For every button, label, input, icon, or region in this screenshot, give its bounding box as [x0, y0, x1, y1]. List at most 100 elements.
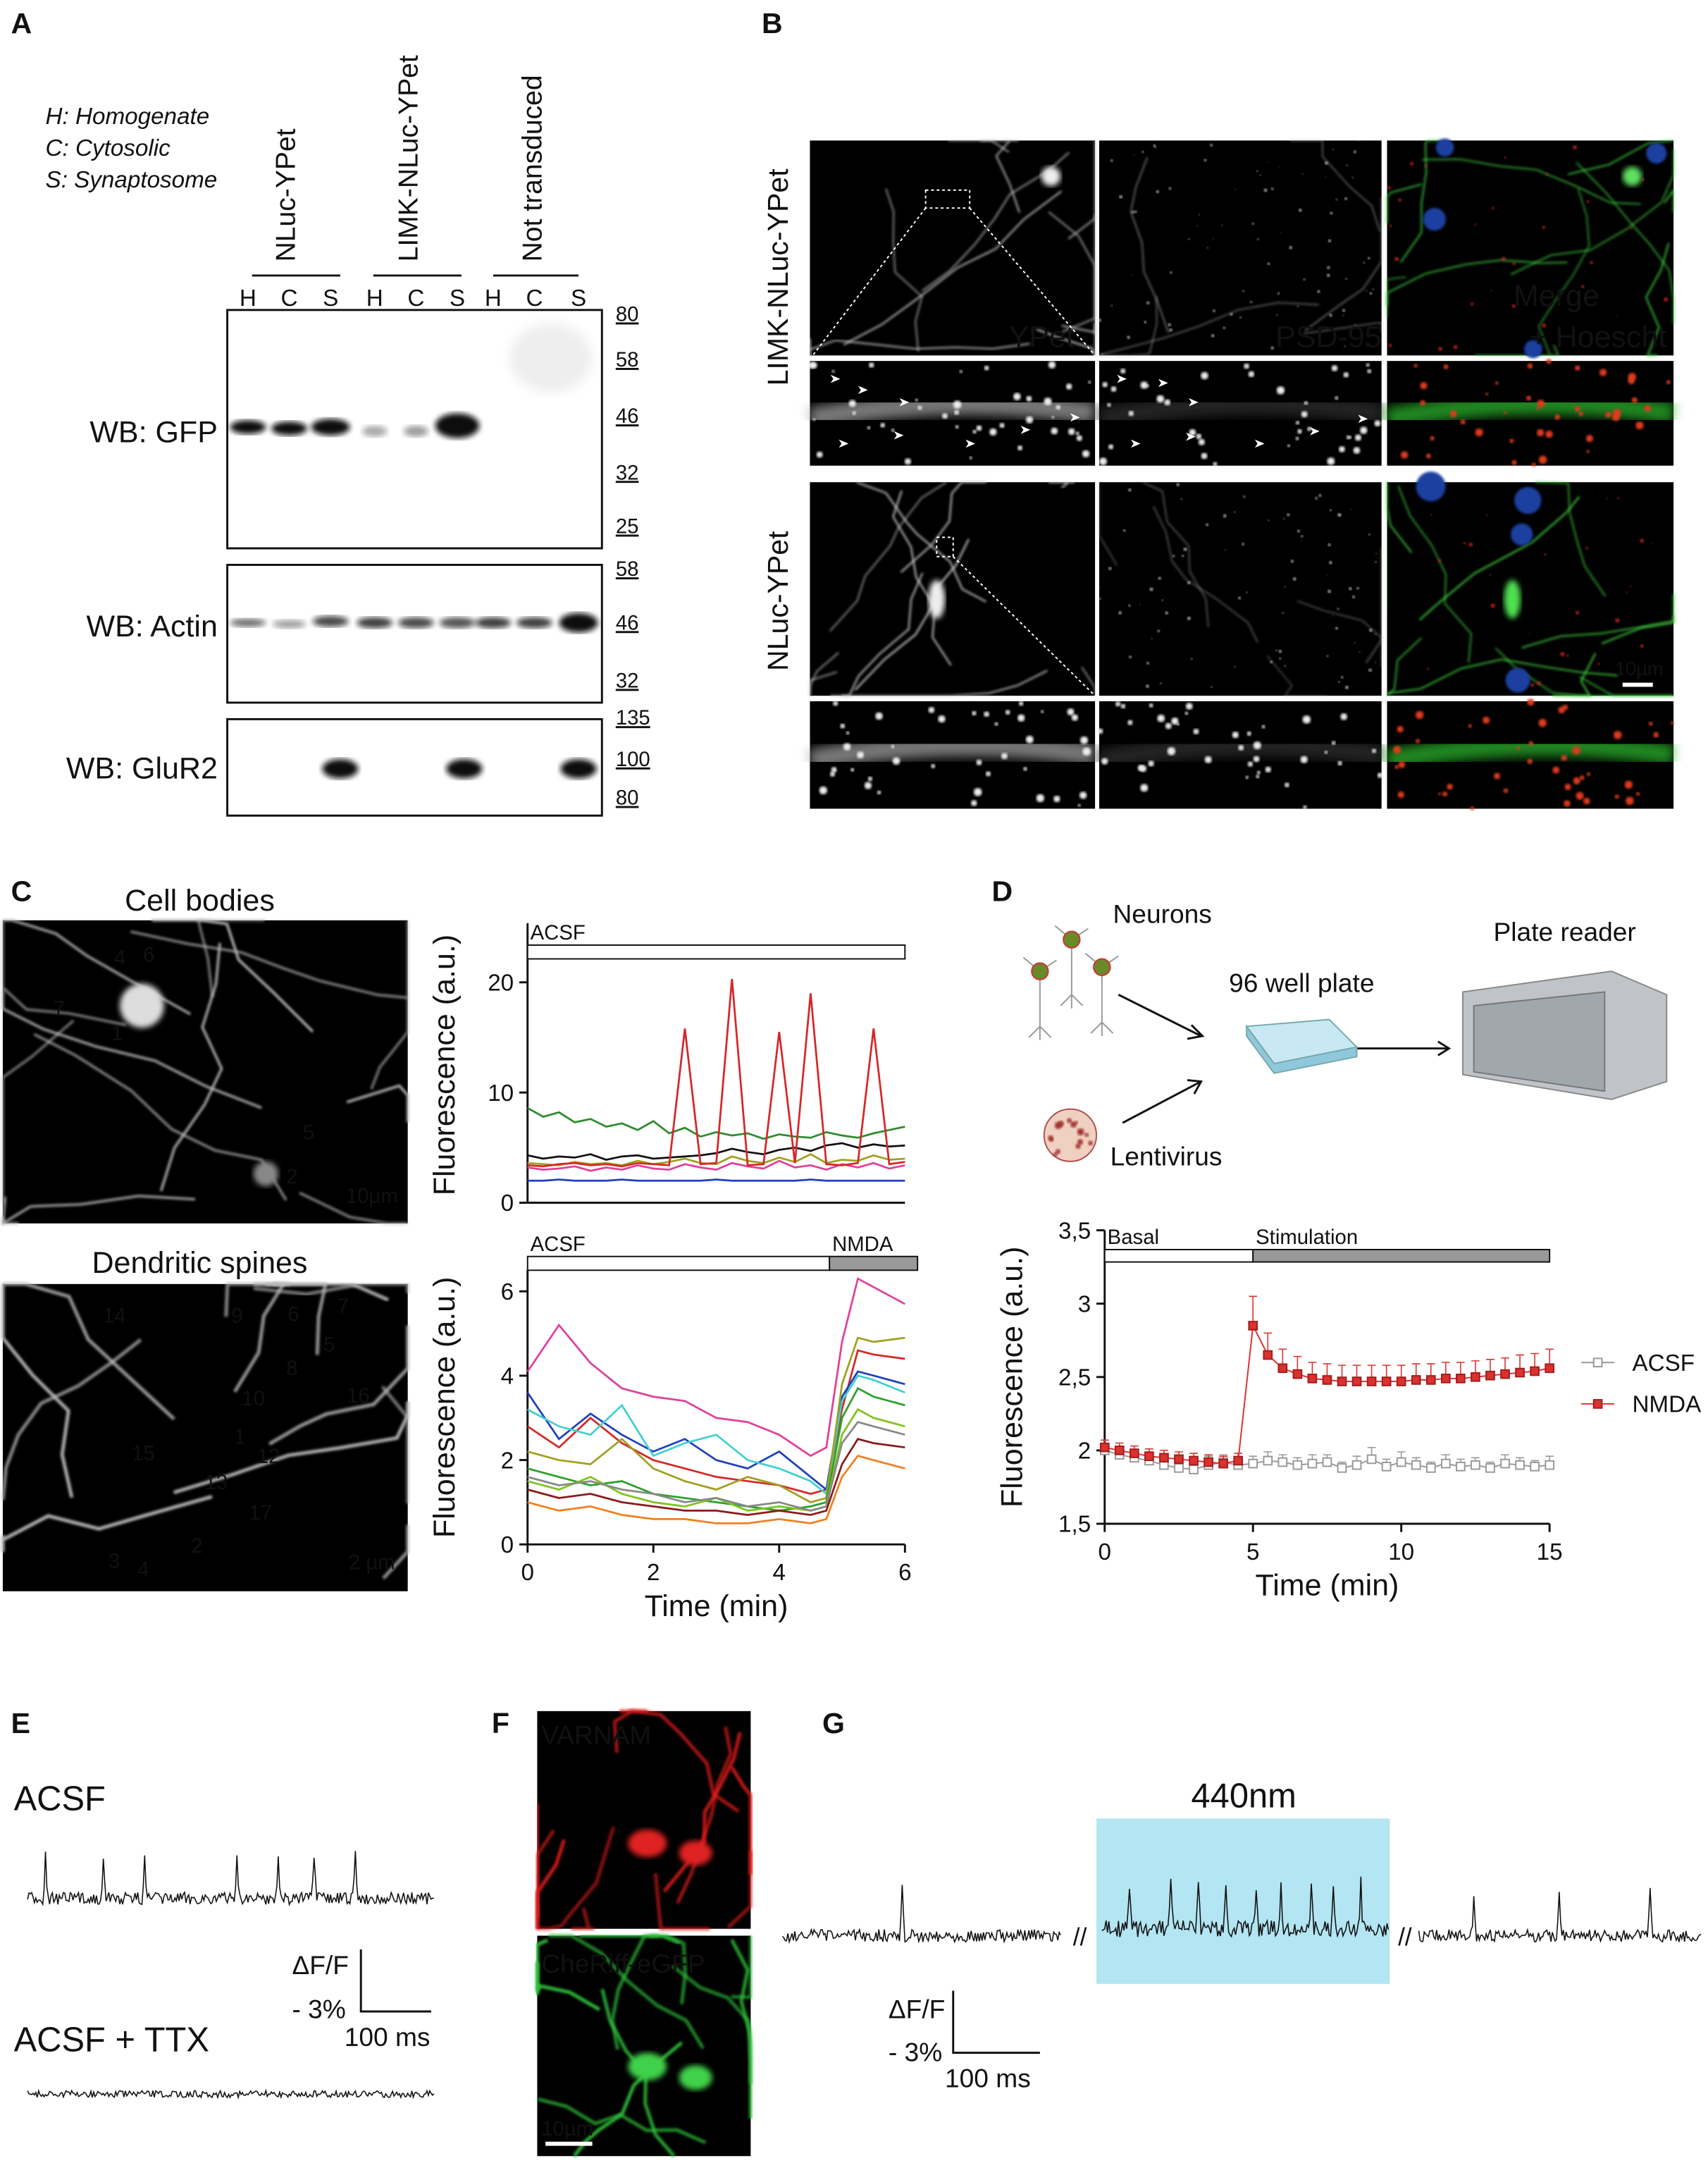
puncta	[1341, 676, 1344, 679]
lane-label: H	[240, 285, 256, 312]
channel-label: VARNAM	[541, 1720, 651, 1750]
puncta	[1492, 207, 1494, 210]
lane-label: C	[526, 285, 543, 312]
soma	[1041, 166, 1061, 186]
puncta	[1157, 629, 1161, 632]
period-label: NMDA	[832, 1233, 893, 1256]
puncta	[1337, 760, 1342, 766]
puncta	[1234, 665, 1236, 667]
puncta	[1490, 290, 1492, 292]
puncta	[1156, 190, 1159, 194]
puncta	[1184, 711, 1189, 715]
puncta	[1132, 154, 1134, 156]
neurite	[130, 930, 408, 999]
puncta	[1511, 304, 1516, 308]
blot-band	[271, 421, 307, 436]
puncta	[1246, 731, 1251, 736]
puncta	[1018, 701, 1024, 706]
neurite	[730, 1765, 753, 1875]
neurite	[1099, 295, 1158, 356]
puncta	[1259, 174, 1261, 176]
soma	[679, 2065, 712, 2090]
puncta	[1527, 363, 1533, 369]
puncta	[1303, 805, 1307, 809]
neurite	[1130, 157, 1169, 333]
neurite	[809, 338, 813, 357]
y-tick-label: 20	[488, 970, 514, 996]
point-marker	[1411, 1375, 1421, 1385]
puncta	[1243, 495, 1246, 498]
period-bar	[526, 944, 906, 960]
puncta	[1337, 513, 1342, 517]
zoom-lines	[812, 207, 1096, 356]
puncta	[1328, 543, 1331, 546]
puncta	[1172, 555, 1175, 557]
blot-band	[446, 759, 483, 779]
puncta	[1301, 173, 1304, 175]
puncta	[1211, 334, 1215, 338]
point-marker	[1366, 1454, 1377, 1465]
neurite	[1552, 653, 1597, 697]
puncta	[1605, 412, 1611, 418]
puncta	[1328, 589, 1331, 593]
puncta	[1397, 725, 1404, 733]
blot-band	[311, 419, 350, 436]
scale-label: 10µm	[541, 2117, 593, 2140]
point-marker	[1500, 1369, 1510, 1379]
point-marker	[1471, 1372, 1480, 1382]
puncta	[1110, 386, 1117, 392]
puncta	[1363, 261, 1366, 264]
puncta	[1127, 720, 1133, 725]
puncta	[1511, 460, 1517, 466]
puncta	[1301, 540, 1303, 541]
puncta	[1164, 399, 1171, 406]
puncta	[1537, 681, 1541, 686]
puncta	[1160, 682, 1162, 685]
puncta	[1371, 748, 1377, 753]
puncta	[1203, 159, 1207, 162]
mw-marker: 80	[616, 787, 639, 810]
puncta	[1572, 746, 1580, 755]
puncta	[1278, 650, 1282, 653]
puncta	[1128, 488, 1132, 492]
puncta	[867, 426, 871, 430]
puncta	[1394, 257, 1399, 261]
puncta	[931, 764, 936, 768]
lane-label: C	[407, 285, 424, 312]
plate-side	[1246, 1024, 1358, 1074]
arrowhead	[1130, 439, 1141, 448]
cell-label: 5	[303, 1121, 314, 1145]
arrowhead	[965, 439, 976, 448]
neurite	[1579, 676, 1674, 697]
puncta	[1213, 309, 1215, 312]
puncta	[1345, 278, 1347, 281]
neurite	[1061, 214, 1096, 333]
neurite	[676, 1726, 733, 1904]
puncta	[1599, 369, 1607, 376]
puncta	[1128, 410, 1134, 417]
soma	[253, 1161, 278, 1187]
puncta	[1115, 701, 1121, 707]
puncta	[938, 715, 946, 723]
puncta	[1315, 497, 1318, 500]
puncta	[1088, 381, 1091, 384]
puncta	[1624, 780, 1633, 789]
puncta	[1471, 302, 1474, 306]
cell-label: 1	[234, 1426, 245, 1449]
puncta	[877, 790, 881, 795]
puncta	[1185, 703, 1193, 710]
neurite	[1422, 158, 1641, 205]
point-marker	[1456, 1461, 1466, 1472]
point-marker	[1218, 1458, 1228, 1469]
puncta	[1490, 603, 1495, 608]
puncta	[984, 711, 989, 717]
soma	[120, 983, 164, 1028]
x-tick-label: 0	[521, 1560, 533, 1586]
neurite	[1, 1495, 213, 1553]
puncta	[1536, 429, 1545, 437]
row-label: NLuc-YPet	[762, 531, 794, 671]
x-tick-label: 5	[1246, 1539, 1259, 1565]
puncta	[1438, 559, 1442, 562]
puncta	[1342, 314, 1344, 316]
puncta	[989, 428, 997, 436]
